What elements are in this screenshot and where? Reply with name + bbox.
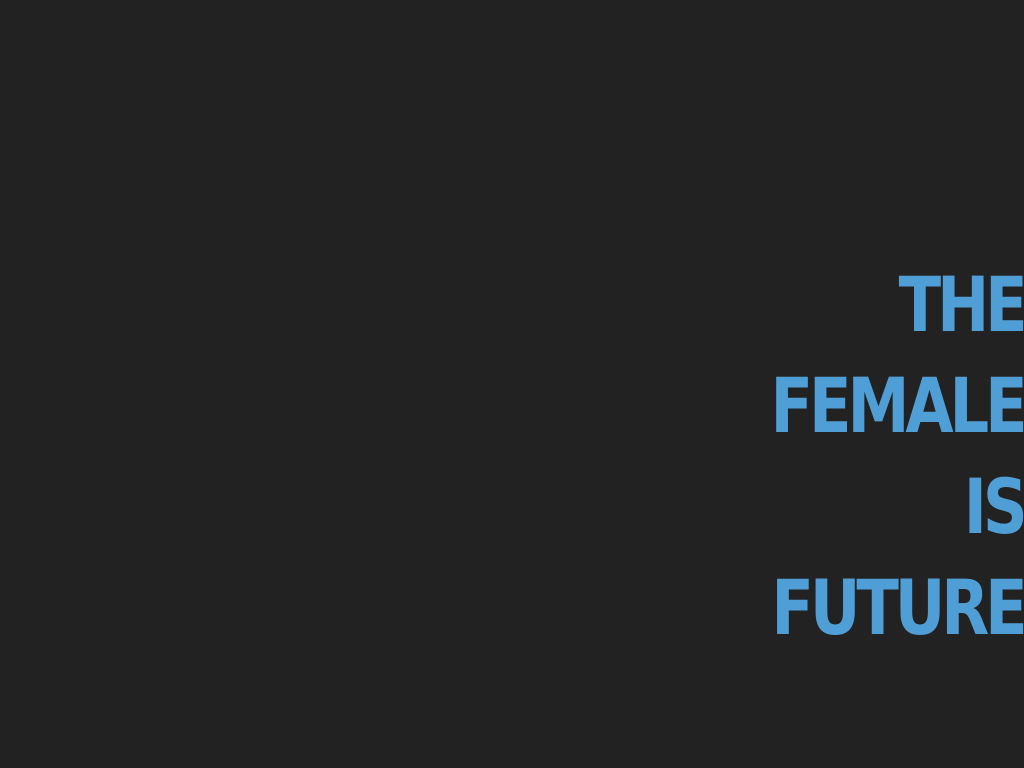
- headline-line-1: THE: [899, 260, 1024, 349]
- headline-line-3: IS: [964, 462, 1024, 551]
- headline-line-2: FEMALE: [770, 361, 1024, 450]
- headline-line-4: FUTURE: [771, 563, 1024, 652]
- slide-headline: THE FEMALE IS FUTURE: [771, 254, 1024, 658]
